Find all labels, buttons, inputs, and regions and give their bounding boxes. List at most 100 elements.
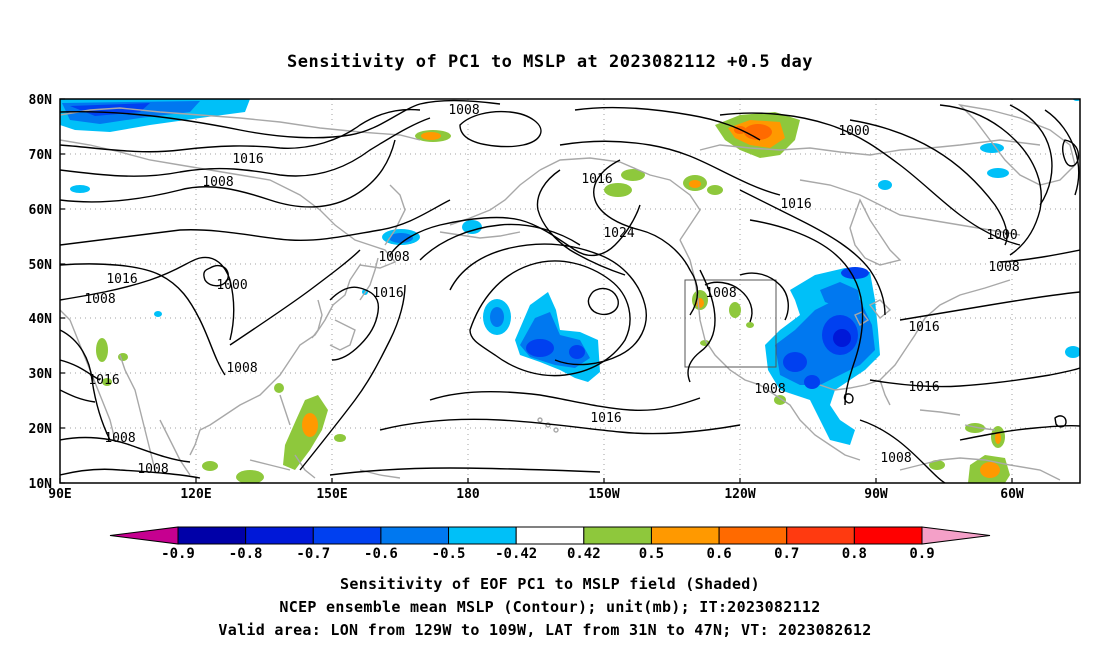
chart-title: Sensitivity of PC1 to MSLP at 2023082112… (287, 52, 813, 72)
lon-label: 150E (316, 487, 347, 502)
contour-label: 1000 (838, 124, 869, 139)
lon-label: 60W (1000, 487, 1024, 502)
contour-label: 1008 (202, 175, 233, 190)
contour-label: 1016 (780, 197, 811, 212)
lat-label: 40N (29, 312, 53, 327)
colorbar-low-arrow (109, 526, 179, 545)
shade-neg-na-core2 (783, 352, 807, 372)
contour-label: 1016 (908, 320, 939, 335)
colorbar-box (583, 526, 652, 545)
shade-neg-na-core3 (804, 375, 820, 389)
caption-line-1: Sensitivity of EOF PC1 to MSLP field (Sh… (340, 575, 760, 593)
shade-neg-small-east3 (987, 168, 1009, 178)
shade-pos-caribbean-core (980, 462, 1000, 478)
contour-label: 1016 (372, 286, 403, 301)
colorbar-label: -0.5 (432, 546, 466, 562)
lat-label: 80N (29, 93, 53, 108)
shade-pos-india3 (102, 378, 112, 386)
colorbar-box (448, 526, 517, 545)
shade-pos-india2 (118, 353, 128, 361)
shade-pos-rockies (729, 302, 741, 318)
lon-label: 90E (48, 487, 71, 502)
caption-line-2: NCEP ensemble mean MSLP (Contour); unit(… (279, 598, 820, 616)
shade-neg-na-north (841, 267, 869, 279)
colorbar-box (245, 526, 314, 545)
contour-label: 1008 (705, 286, 736, 301)
lat-label: 70N (29, 148, 53, 163)
contour-label: 1008 (880, 451, 911, 466)
lat-label: 60N (29, 203, 53, 218)
shade-neg-central-pacific-core (526, 339, 554, 357)
colorbar-box (380, 526, 450, 545)
contour-label: 1016 (590, 411, 621, 426)
lon-label: 180 (456, 487, 480, 502)
map-frame (59, 98, 1081, 484)
shade-neg-dateline-core (490, 307, 504, 327)
shade-neg-small-east4 (1065, 346, 1080, 358)
shade-pos-alaska2 (604, 183, 632, 197)
colorbar-label: 0.6 (706, 546, 731, 562)
map-background (60, 99, 1080, 483)
contour-label: 1024 (603, 226, 634, 241)
map-plot-area: 1008 1016 1008 1016 1008 1000 1016 1008 … (29, 93, 1081, 502)
colorbar-label: 0.9 (909, 546, 934, 562)
shade-pos-arctic-core (744, 124, 772, 140)
shade-pos-caribbean2-core (995, 432, 1001, 444)
lat-labels: 80N 70N 60N 50N 40N 30N 20N 10N (29, 93, 53, 492)
lat-label: 50N (29, 258, 53, 273)
colorbar-label: 0.42 (567, 546, 601, 562)
lon-labels: 90E 120E 150E 180 150W 120W 90W 60W (48, 487, 1024, 502)
map-ticks (59, 98, 1013, 484)
sensitivity-shading (60, 99, 1080, 483)
contour-label: 1000 (986, 228, 1017, 243)
shade-pos-india1 (96, 338, 108, 362)
colorbar-label: -0.6 (364, 546, 398, 562)
colorbar-box (177, 526, 247, 545)
colorbar-box (786, 526, 855, 545)
colorbar-label: -0.7 (296, 546, 330, 562)
colorbar-label: -0.8 (229, 546, 263, 562)
shade-pos-sea (236, 470, 264, 483)
colorbar-box (853, 526, 923, 545)
shade-neg-small-east1 (878, 180, 892, 190)
colorbar-label: -0.9 (161, 546, 195, 562)
shade-neg-small-east2 (980, 143, 1004, 153)
shade-neg-nw-core2 (70, 103, 150, 116)
lon-label: 150W (588, 487, 619, 502)
lat-label: 10N (29, 477, 53, 492)
shade-neg-na-mid2 (820, 282, 860, 308)
contour-label: 1008 (754, 382, 785, 397)
shade-pos-canada-west (707, 185, 723, 195)
shade-pos-yukon-core (689, 180, 701, 188)
contour-label: 1016 (88, 373, 119, 388)
colorbar-high-arrow (921, 526, 991, 545)
colorbar-box (515, 526, 585, 545)
contour-label: 1016 (106, 272, 137, 287)
lat-label: 20N (29, 422, 53, 437)
shade-pos-china (274, 383, 284, 393)
shade-pos-bering-north-core (421, 132, 441, 140)
shade-pos-philippines-core (302, 413, 318, 437)
contour-label: 1016 (908, 380, 939, 395)
colorbar-label: 0.8 (842, 546, 867, 562)
lon-label: 120W (724, 487, 755, 502)
shade-pos-phil2 (334, 434, 346, 442)
contour-label: 1016 (581, 172, 612, 187)
contour-label: 1008 (988, 260, 1019, 275)
shade-pos-sea2 (202, 461, 218, 471)
colorbar-label: 0.7 (774, 546, 799, 562)
shade-pos-alaska (621, 169, 645, 181)
contour-label: 1008 (84, 292, 115, 307)
shade-pos-gulf (774, 395, 786, 405)
contour-label: 1008 (137, 462, 168, 477)
contour-label: 1008 (378, 250, 409, 265)
colorbar-box (312, 526, 382, 545)
caption-line-3: Valid area: LON from 129W to 109W, LAT f… (218, 621, 871, 639)
lon-label: 90W (864, 487, 888, 502)
shade-neg-kamchatka-core (389, 233, 413, 243)
shade-neg-aleut (462, 220, 482, 234)
shade-neg-small2 (154, 311, 162, 317)
contour-label: 1000 (216, 278, 247, 293)
